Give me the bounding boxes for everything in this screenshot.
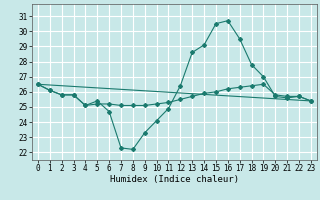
X-axis label: Humidex (Indice chaleur): Humidex (Indice chaleur) [110,175,239,184]
